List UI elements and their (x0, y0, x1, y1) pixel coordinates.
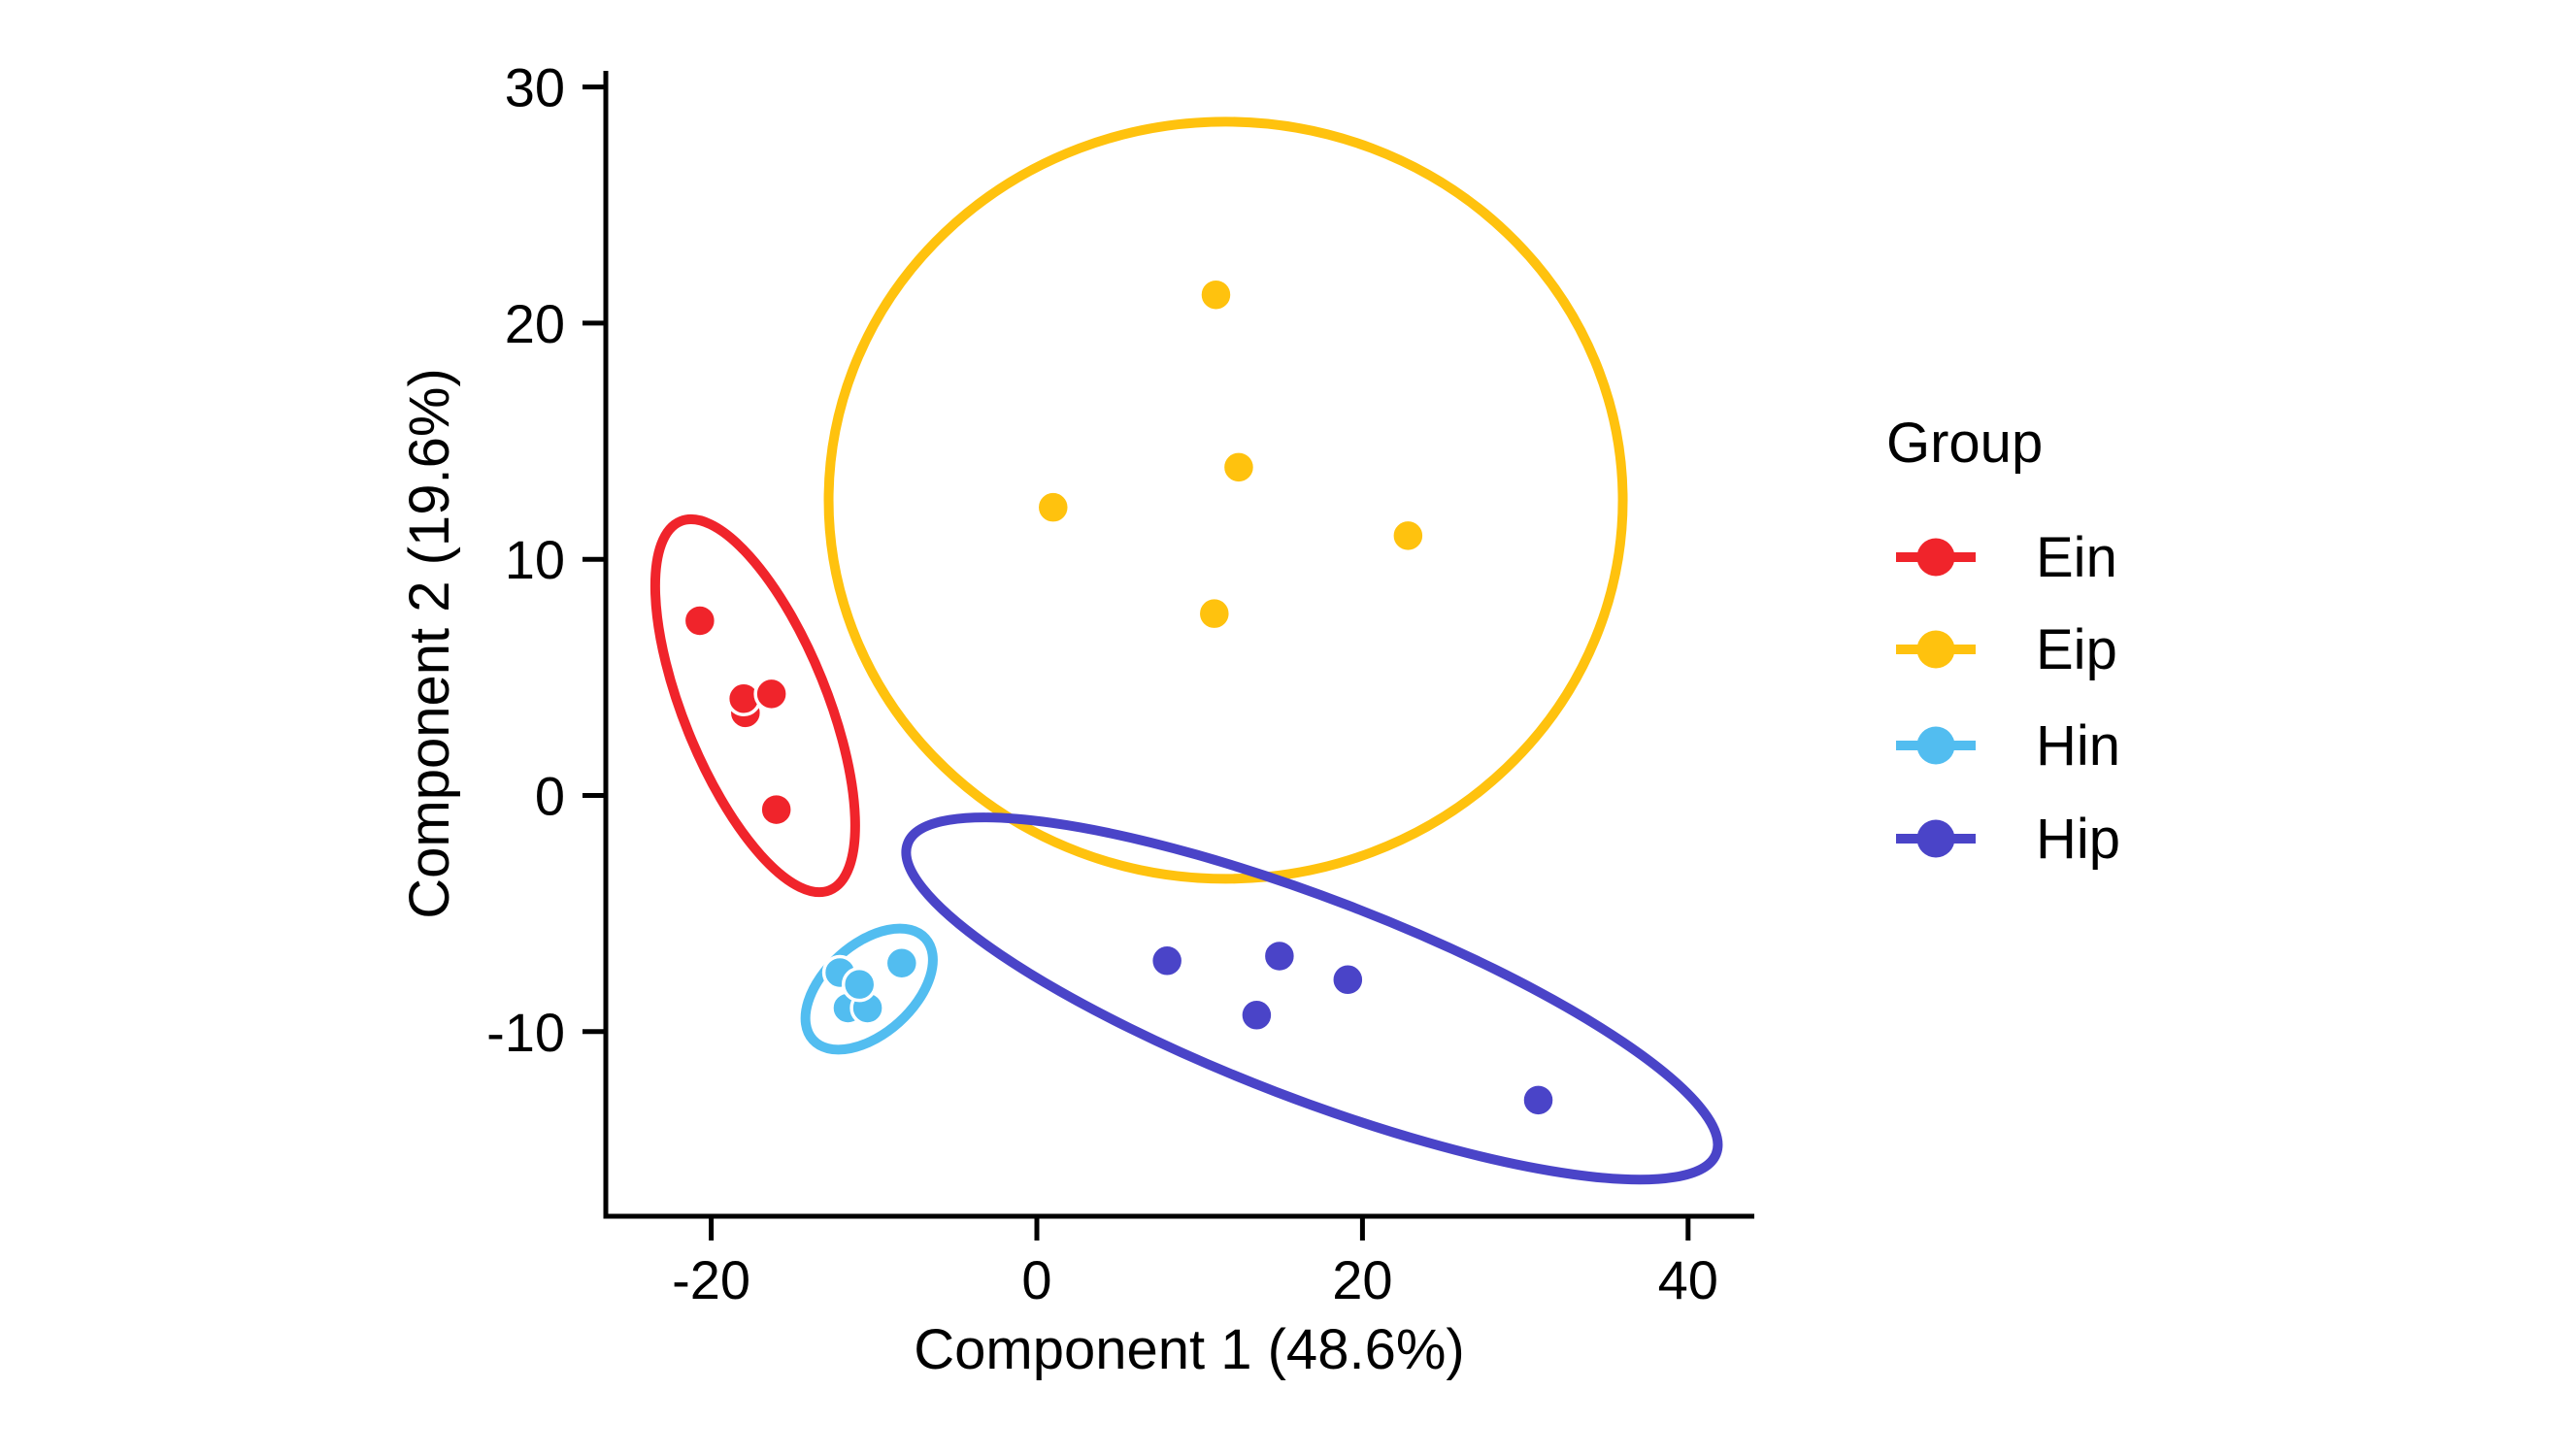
x-tick-label: 20 (1332, 1249, 1392, 1310)
legend-title: Group (1886, 412, 2043, 475)
confidence-ellipse-eip (823, 116, 1628, 884)
y-axis-title: Component 2 (19.6%) (398, 368, 461, 918)
y-tick-label: 10 (505, 529, 565, 590)
legend-item-hip: Hip (1896, 808, 2120, 871)
legend-item-eip: Eip (1896, 618, 2117, 681)
data-points-layer (682, 277, 1556, 1118)
data-point-eip (1220, 449, 1257, 485)
confidence-ellipses-layer (649, 116, 1723, 1185)
y-ticks: 30 20 10 0 -10 (486, 57, 606, 1063)
x-axis-title: Component 1 (48.6%) (914, 1318, 1464, 1381)
confidence-ellipse-ein (649, 513, 860, 898)
y-tick-label: 0 (535, 766, 565, 827)
legend-dot-ein-icon (1916, 538, 1955, 577)
x-tick-label: 40 (1658, 1249, 1718, 1310)
data-point-eip (1390, 517, 1426, 554)
legend-dot-hin-icon (1916, 726, 1955, 765)
legend-label-eip: Eip (2036, 618, 2117, 681)
legend: Group Ein Eip Hin Hip (1886, 412, 2120, 871)
legend-label-hin: Hin (2036, 714, 2120, 778)
data-point-eip (1035, 489, 1072, 525)
x-ticks: -20 0 20 40 (672, 1216, 1718, 1310)
data-point-hin (883, 944, 920, 981)
y-tick-label: 20 (505, 293, 565, 354)
data-point-hip (1239, 997, 1275, 1034)
data-point-ein (682, 603, 718, 639)
data-point-hin (841, 966, 878, 1003)
y-tick-label: 30 (505, 57, 565, 118)
data-point-hip (1520, 1082, 1556, 1118)
legend-dot-eip-icon (1916, 630, 1955, 669)
data-point-hip (1148, 943, 1185, 979)
legend-dot-hip-icon (1916, 819, 1955, 858)
y-tick-label: -10 (486, 1002, 565, 1063)
x-tick-label: -20 (672, 1249, 750, 1310)
data-point-ein (753, 676, 789, 712)
legend-item-hin: Hin (1896, 714, 2120, 778)
legend-label-hip: Hip (2036, 808, 2120, 871)
data-point-eip (1196, 595, 1233, 632)
data-point-eip (1198, 277, 1234, 313)
legend-label-ein: Ein (2036, 526, 2117, 589)
legend-item-ein: Ein (1896, 526, 2117, 589)
confidence-ellipse-hip (901, 812, 1723, 1185)
data-point-hip (1330, 962, 1366, 998)
data-point-hip (1261, 938, 1298, 975)
data-point-ein (758, 791, 794, 828)
x-tick-label: 0 (1021, 1249, 1051, 1310)
